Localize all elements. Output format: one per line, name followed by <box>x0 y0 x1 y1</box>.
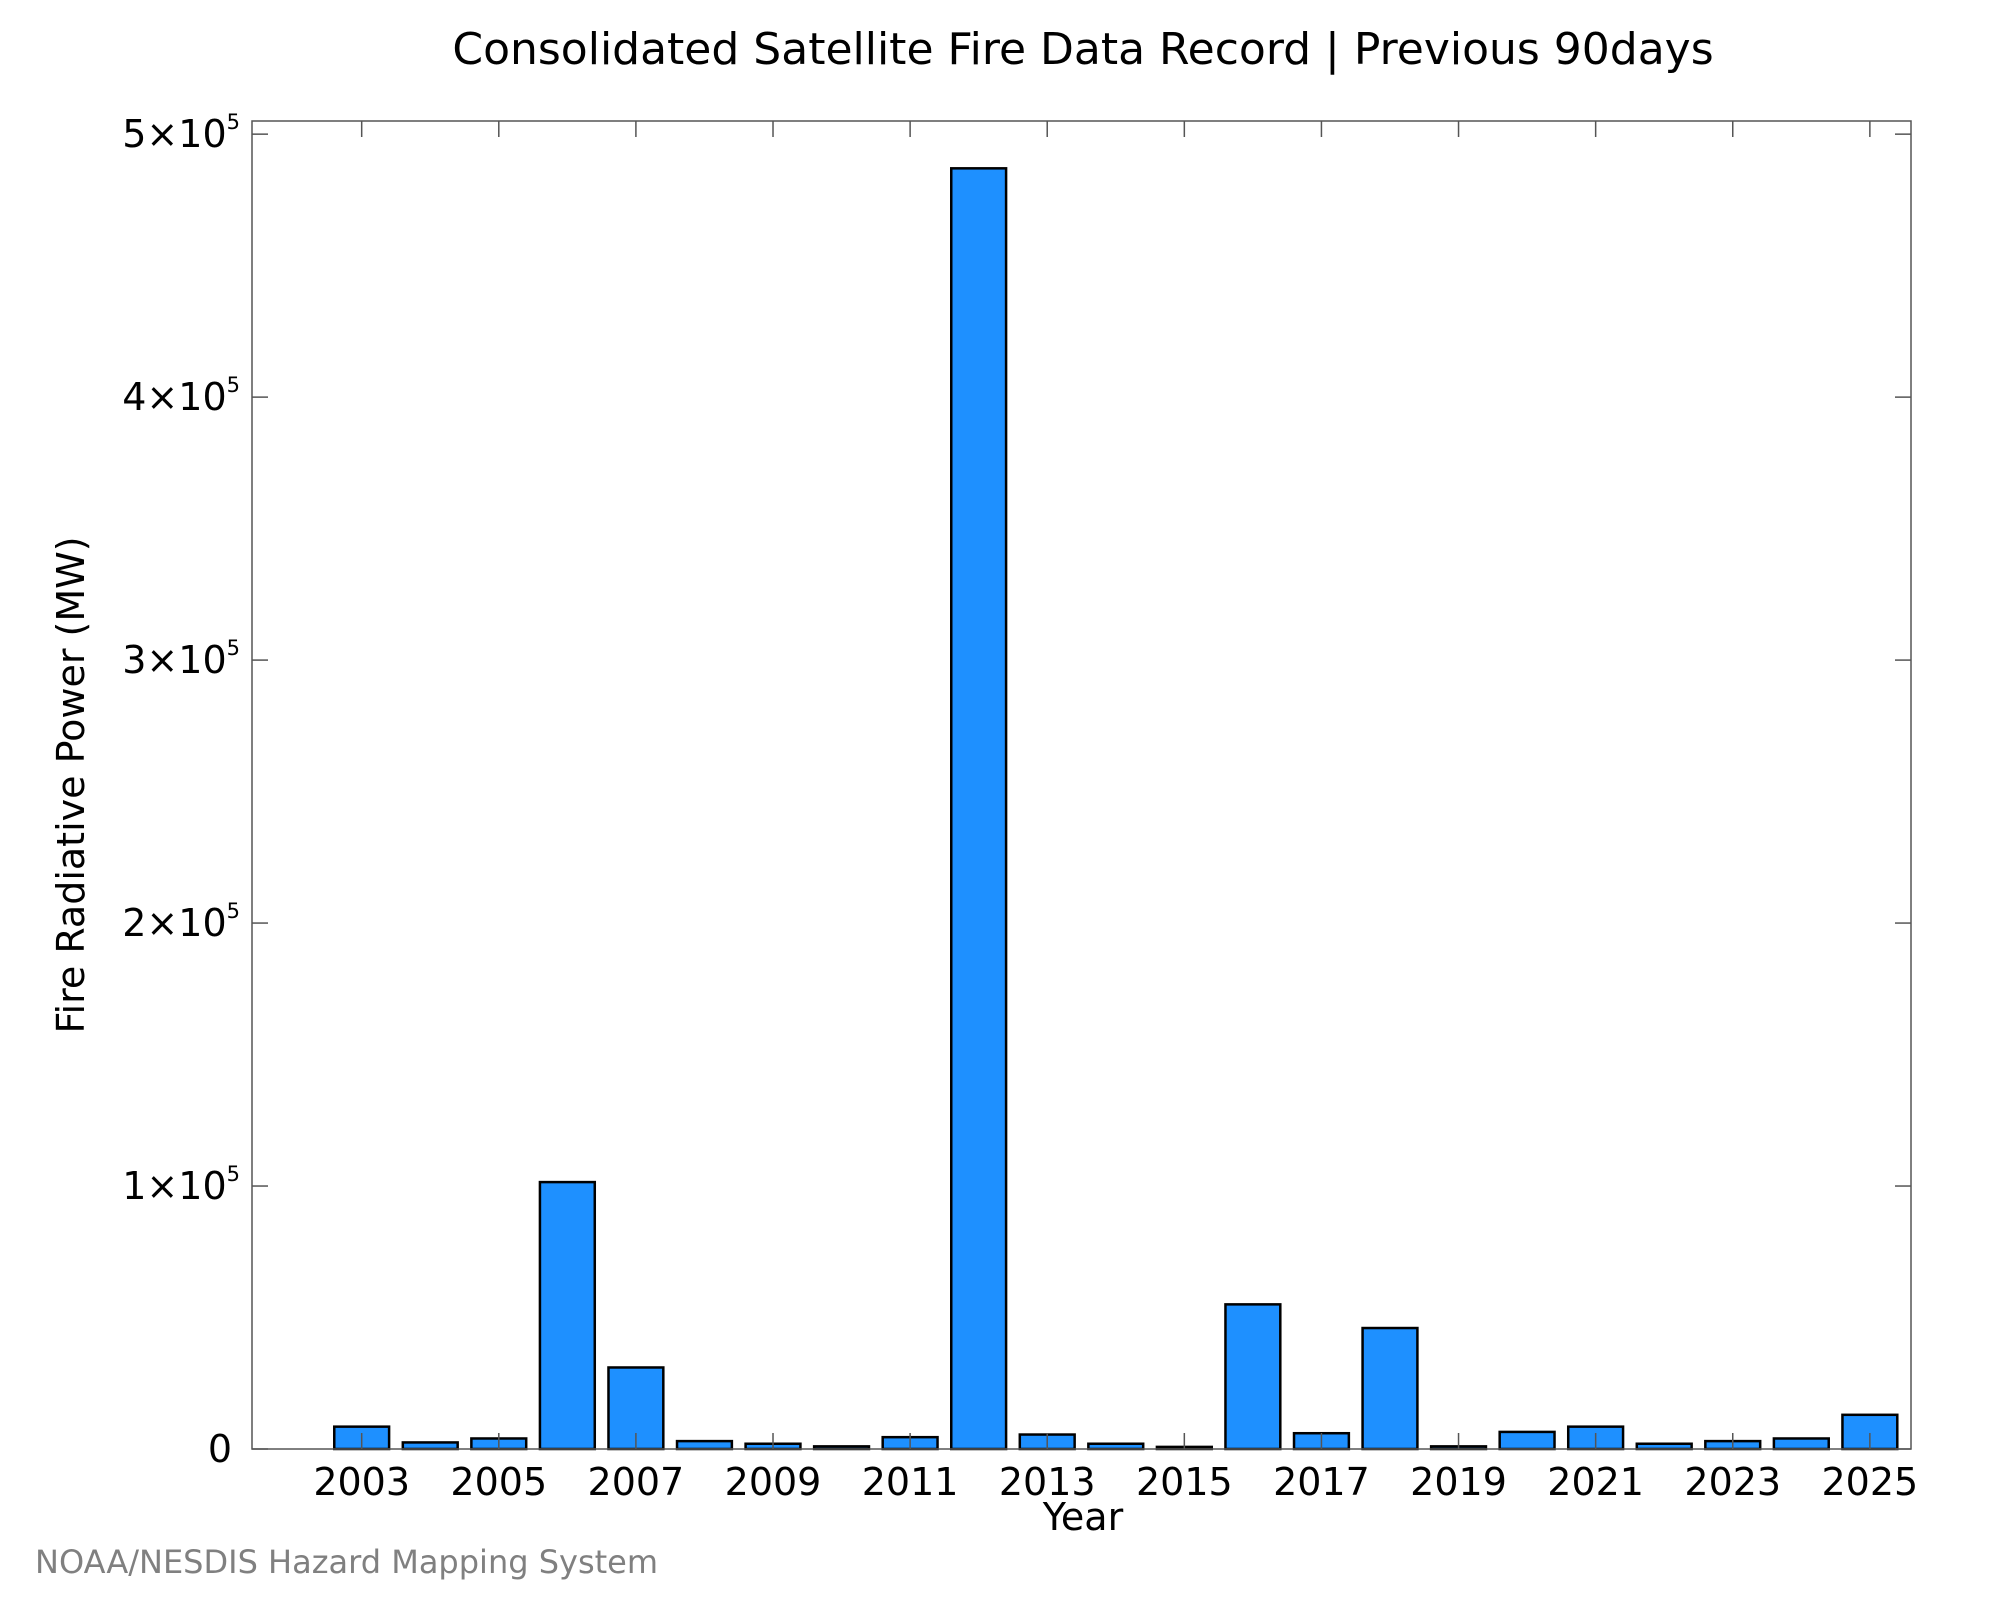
x-tick-label: 2009 <box>725 1460 822 1504</box>
bar-2014 <box>1087 1442 1145 1451</box>
bar-2020 <box>1498 1430 1556 1451</box>
x-tick-labels: 2003 2005 2007 2009 2011 2013 2015 2017 2019 2021… <box>313 1460 1918 1504</box>
x-tick-label: 2017 <box>1273 1460 1370 1504</box>
plot-area-frame <box>251 120 1912 1450</box>
bar-2022 <box>1635 1442 1693 1451</box>
x-tick-label: 2023 <box>1684 1460 1781 1504</box>
x-tick-label: 2025 <box>1822 1460 1919 1504</box>
y-tick-label: 0 <box>208 1427 232 1471</box>
y-tick-label: 3×105 <box>122 636 240 682</box>
x-tick-label: 2011 <box>862 1460 959 1504</box>
bar-2018 <box>1361 1326 1419 1451</box>
y-axis-label: Fire Radiative Power (MW) <box>49 536 93 1033</box>
y-tick-label: 5×105 <box>122 110 240 156</box>
bar-2024 <box>1772 1437 1830 1451</box>
x-axis-label: Year <box>1042 1495 1124 1539</box>
y-tick-label: 4×105 <box>122 373 240 419</box>
bar-2016 <box>1224 1303 1282 1451</box>
ticks-layer <box>252 121 1911 1450</box>
y-tick-labels: 0 1×105 2×105 3×105 4×105 5×105 <box>122 110 240 1471</box>
bar-2006 <box>538 1180 597 1451</box>
x-tick-label: 2015 <box>1136 1460 1233 1504</box>
x-tick-label: 2007 <box>588 1460 685 1504</box>
bar-2004 <box>401 1441 459 1451</box>
x-tick-label: 2003 <box>313 1460 410 1504</box>
x-tick-label: 2021 <box>1547 1460 1644 1504</box>
x-tick-label: 2019 <box>1410 1460 1507 1504</box>
chart-title: Consolidated Satellite Fire Data Record … <box>452 24 1713 75</box>
bars-layer <box>333 167 1899 1451</box>
x-tick-label: 2005 <box>450 1460 547 1504</box>
credit-text: NOAA/NESDIS Hazard Mapping System <box>35 1543 658 1581</box>
x-tick-label: 2013 <box>999 1460 1096 1504</box>
bar-2012 <box>950 167 1008 1451</box>
y-tick-label: 1×105 <box>122 1162 240 1208</box>
y-tick-label: 2×105 <box>122 899 240 945</box>
bar-2008 <box>675 1439 734 1451</box>
